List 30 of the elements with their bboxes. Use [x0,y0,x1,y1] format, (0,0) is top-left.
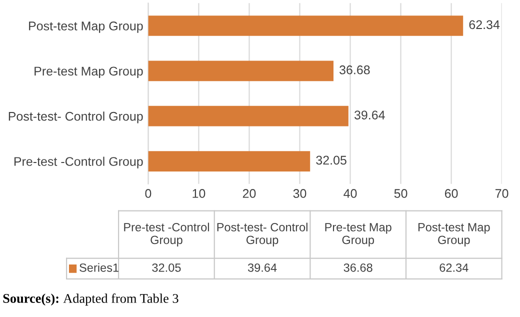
y-tick-label: Post-test- Control Group [8,112,143,124]
data-label: 36.68 [344,263,372,272]
x-tick-label: 20 [242,189,256,198]
x-tick-label: 30 [293,189,306,198]
x-tick-label: 10 [192,189,206,198]
y-tick-label: Post-test Map Group [29,22,143,33]
data-label: 32.05 [316,156,346,165]
data-label: 39.64 [248,263,277,272]
y-tick-label: Pre-test Map Group [34,66,143,78]
data-label: 32.05 [152,263,181,272]
data-label: 62.34 [469,20,500,30]
y-tick-label: Pre-test -Control Group [14,156,143,168]
data-label: 36.68 [340,65,370,74]
legend-label: Series1 [80,263,118,272]
x-tick-label: 60 [444,189,458,198]
category-label: Post-test Map Group [418,223,490,246]
bar [148,106,348,126]
category-label: Post-test- Control Group [217,222,308,246]
bar [148,60,334,82]
x-tick-label: 40 [344,189,357,198]
category-label: Pre-test -Control Group [124,222,209,246]
category-label: Pre-test Map Group [325,223,392,246]
x-tick-label: 50 [394,189,408,198]
bar [148,16,464,36]
source-note: Source(s): Adapted from Table 3 [3,294,178,306]
x-tick-label: 70 [495,189,508,198]
data-label: 62.34 [440,263,468,272]
data-label: 39.64 [354,110,385,120]
bar [148,151,310,172]
x-tick-label: 0 [145,189,152,198]
